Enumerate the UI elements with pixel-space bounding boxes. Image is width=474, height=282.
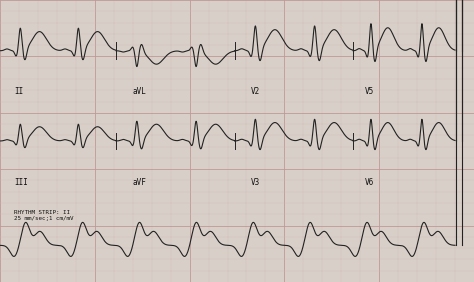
Text: V2: V2 <box>251 87 261 96</box>
Text: V3: V3 <box>251 178 261 187</box>
Text: aVF: aVF <box>133 178 146 187</box>
Text: V6: V6 <box>365 178 374 187</box>
Text: V5: V5 <box>365 87 374 96</box>
Text: aVL: aVL <box>133 87 146 96</box>
Text: II: II <box>14 87 24 96</box>
Text: RHYTHM STRIP: II
25 mm/sec;1 cm/mV: RHYTHM STRIP: II 25 mm/sec;1 cm/mV <box>14 210 74 221</box>
Text: III: III <box>14 178 28 187</box>
